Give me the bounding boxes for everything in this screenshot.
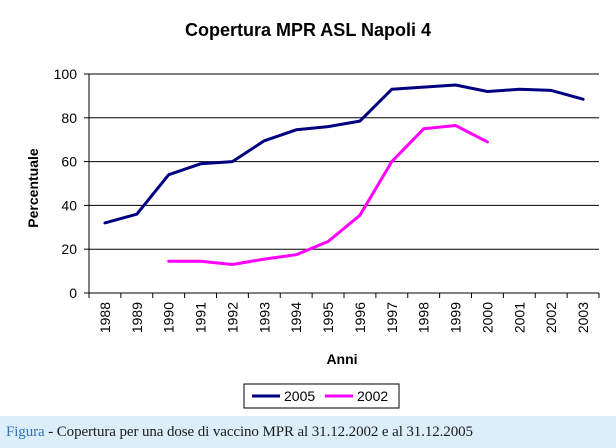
x-tick-label: 1992	[224, 302, 240, 333]
x-tick-label: 1999	[448, 302, 464, 333]
x-tick-label: 1988	[97, 302, 113, 333]
legend-label: 2002	[357, 388, 388, 404]
caption-label: Figura	[6, 424, 45, 440]
line-chart: Copertura MPR ASL Napoli 4 Percentuale A…	[25, 20, 600, 409]
x-tick-label: 2000	[479, 302, 495, 333]
y-tick-label: 80	[61, 110, 77, 126]
x-tick-label: 1997	[384, 302, 400, 333]
series-line-2005	[103, 83, 585, 225]
x-tick-label: 1989	[129, 302, 145, 333]
x-tick-label: 1995	[320, 302, 336, 333]
x-tick-label: 1998	[416, 302, 432, 333]
series-line-2002	[167, 124, 489, 266]
figure-caption: Figura - Copertura per una dose di vacci…	[6, 424, 473, 441]
y-axis-label: Percentuale	[25, 148, 41, 228]
x-tick-label: 1996	[352, 302, 368, 333]
y-tick-label: 60	[61, 154, 77, 170]
x-tick-label: 2003	[575, 302, 591, 333]
x-axis-label: Anni	[326, 351, 357, 367]
x-tick-label: 1993	[256, 302, 272, 333]
x-tick-label: 1991	[193, 302, 209, 333]
x-tick-label: 2002	[543, 302, 559, 333]
y-tick-label: 40	[61, 197, 77, 213]
y-tick-label: 20	[61, 241, 77, 257]
legend-label: 2005	[284, 388, 315, 404]
chart-title: Copertura MPR ASL Napoli 4	[185, 20, 431, 40]
caption-text: - Copertura per una dose di vaccino MPR …	[44, 424, 473, 440]
x-tick-label: 2001	[511, 302, 527, 333]
y-tick-label: 100	[54, 66, 78, 82]
y-tick-label: 0	[69, 285, 77, 301]
x-tick-label: 1990	[161, 302, 177, 333]
x-tick-label: 1994	[288, 302, 304, 333]
